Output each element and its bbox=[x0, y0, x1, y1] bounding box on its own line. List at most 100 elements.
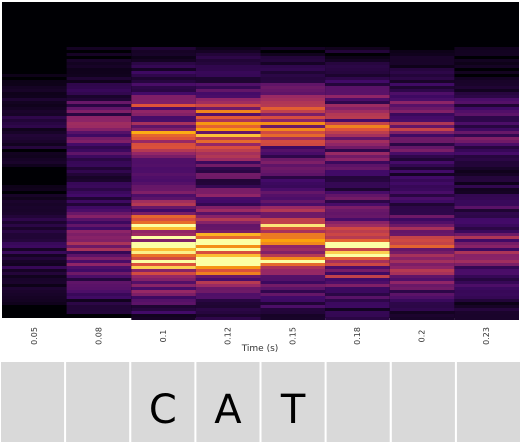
spectrogram-cell bbox=[389, 305, 455, 308]
spectrogram-cell bbox=[454, 155, 519, 158]
spectrogram-cell bbox=[2, 251, 67, 254]
spectrogram-cell bbox=[66, 224, 132, 227]
spectrogram-cell bbox=[66, 170, 132, 173]
spectrogram-cell bbox=[325, 149, 390, 152]
x-tick-label: 0.23 bbox=[482, 327, 491, 345]
spectrogram-cell bbox=[195, 305, 261, 308]
spectrogram-cell bbox=[131, 197, 196, 200]
spectrogram-cell bbox=[325, 47, 390, 50]
spectrogram-cell bbox=[454, 173, 519, 176]
spectrogram-cell bbox=[195, 251, 261, 254]
spectrogram-cell bbox=[325, 272, 390, 275]
spectrogram-cell bbox=[389, 260, 455, 263]
spectrogram-cell bbox=[260, 236, 326, 239]
spectrogram-cell bbox=[260, 137, 326, 140]
spectrogram-cell bbox=[454, 251, 519, 254]
spectrogram-cell bbox=[325, 140, 390, 143]
spectrogram-cell bbox=[195, 113, 261, 116]
spectrogram-cell bbox=[195, 170, 261, 173]
spectrogram-cell bbox=[260, 56, 326, 59]
spectrogram-cell bbox=[454, 209, 519, 212]
spectrogram-cell bbox=[131, 137, 196, 140]
spectrogram-cell bbox=[66, 86, 132, 89]
spectrogram-cell bbox=[454, 125, 519, 128]
spectrogram-cell bbox=[389, 104, 455, 107]
spectrogram-cell bbox=[389, 182, 455, 185]
spectrogram-cell bbox=[131, 299, 196, 302]
spectrogram-cell bbox=[325, 308, 390, 311]
spectrogram-cell bbox=[66, 71, 132, 74]
spectrogram-cell bbox=[454, 104, 519, 107]
spectrogram-cell bbox=[454, 77, 519, 80]
spectrogram-cell bbox=[2, 257, 67, 260]
spectrogram-cell bbox=[260, 308, 326, 311]
spectrogram-cell bbox=[389, 248, 455, 251]
spectrogram-cell bbox=[131, 290, 196, 293]
spectrogram-cell bbox=[454, 290, 519, 293]
spectrogram-cell bbox=[2, 152, 67, 155]
spectrogram-cell bbox=[195, 197, 261, 200]
spectrogram-cell bbox=[325, 239, 390, 242]
spectrogram-cell bbox=[389, 188, 455, 191]
spectrogram-cell bbox=[454, 62, 519, 65]
spectrogram-cell bbox=[454, 206, 519, 209]
spectrogram-cell bbox=[325, 203, 390, 206]
spectrogram-cell bbox=[66, 113, 132, 116]
spectrogram-cell bbox=[325, 77, 390, 80]
spectrogram-cell bbox=[195, 110, 261, 113]
spectrogram-cell bbox=[454, 260, 519, 263]
spectrogram-cell bbox=[195, 56, 261, 59]
spectrogram-cell bbox=[66, 53, 132, 56]
spectrogram-cell bbox=[195, 227, 261, 230]
spectrogram-cell bbox=[260, 287, 326, 290]
spectrogram-cell bbox=[389, 206, 455, 209]
spectrogram-cell bbox=[195, 128, 261, 131]
spectrogram-cell bbox=[454, 317, 519, 320]
spectrogram-cell bbox=[325, 80, 390, 83]
spectrogram-cell bbox=[454, 86, 519, 89]
spectrogram-cell bbox=[260, 128, 326, 131]
spectrogram-cell bbox=[260, 209, 326, 212]
spectrogram-cell bbox=[389, 218, 455, 221]
spectrogram-cell bbox=[454, 182, 519, 185]
spectrogram-cell bbox=[454, 143, 519, 146]
x-tick-label: 0.05 bbox=[30, 327, 39, 345]
x-tick-label: 0.12 bbox=[224, 327, 233, 345]
spectrogram-cell bbox=[389, 155, 455, 158]
spectrogram-cell bbox=[66, 191, 132, 194]
spectrogram-cell bbox=[260, 98, 326, 101]
spectrogram-cell bbox=[325, 266, 390, 269]
spectrogram-cell bbox=[325, 185, 390, 188]
spectrogram-cell bbox=[131, 47, 196, 50]
spectrogram-cell bbox=[2, 125, 67, 128]
spectrogram-cell bbox=[2, 104, 67, 107]
spectrogram-cell bbox=[454, 149, 519, 152]
spectrogram-cell bbox=[389, 161, 455, 164]
spectrogram-cell bbox=[2, 269, 67, 272]
spectrogram-cell bbox=[454, 263, 519, 266]
spectrogram-cell bbox=[131, 206, 196, 209]
spectrogram-cell bbox=[195, 317, 261, 320]
spectrogram-cell bbox=[325, 206, 390, 209]
spectrogram-cell bbox=[325, 122, 390, 125]
spectrogram-cell bbox=[325, 200, 390, 203]
spectrogram-cell bbox=[2, 224, 67, 227]
spectrogram-cell bbox=[260, 140, 326, 143]
spectrogram-cell bbox=[325, 257, 390, 260]
spectrogram-cell bbox=[260, 83, 326, 86]
spectrogram-cell bbox=[454, 200, 519, 203]
spectrogram-cell bbox=[195, 119, 261, 122]
spectrogram-cell bbox=[389, 200, 455, 203]
spectrogram-cell bbox=[2, 107, 67, 110]
spectrogram-cell bbox=[2, 116, 67, 119]
spectrogram-cell bbox=[389, 128, 455, 131]
spectrogram-cell bbox=[260, 101, 326, 104]
spectrogram-cell bbox=[131, 278, 196, 281]
spectrogram-cell bbox=[325, 305, 390, 308]
spectrogram-cell bbox=[260, 182, 326, 185]
spectrogram-cell bbox=[260, 65, 326, 68]
spectrogram-cell bbox=[260, 62, 326, 65]
spectrogram-cell bbox=[325, 143, 390, 146]
spectrogram-cell bbox=[66, 254, 132, 257]
spectrogram-cell bbox=[325, 287, 390, 290]
